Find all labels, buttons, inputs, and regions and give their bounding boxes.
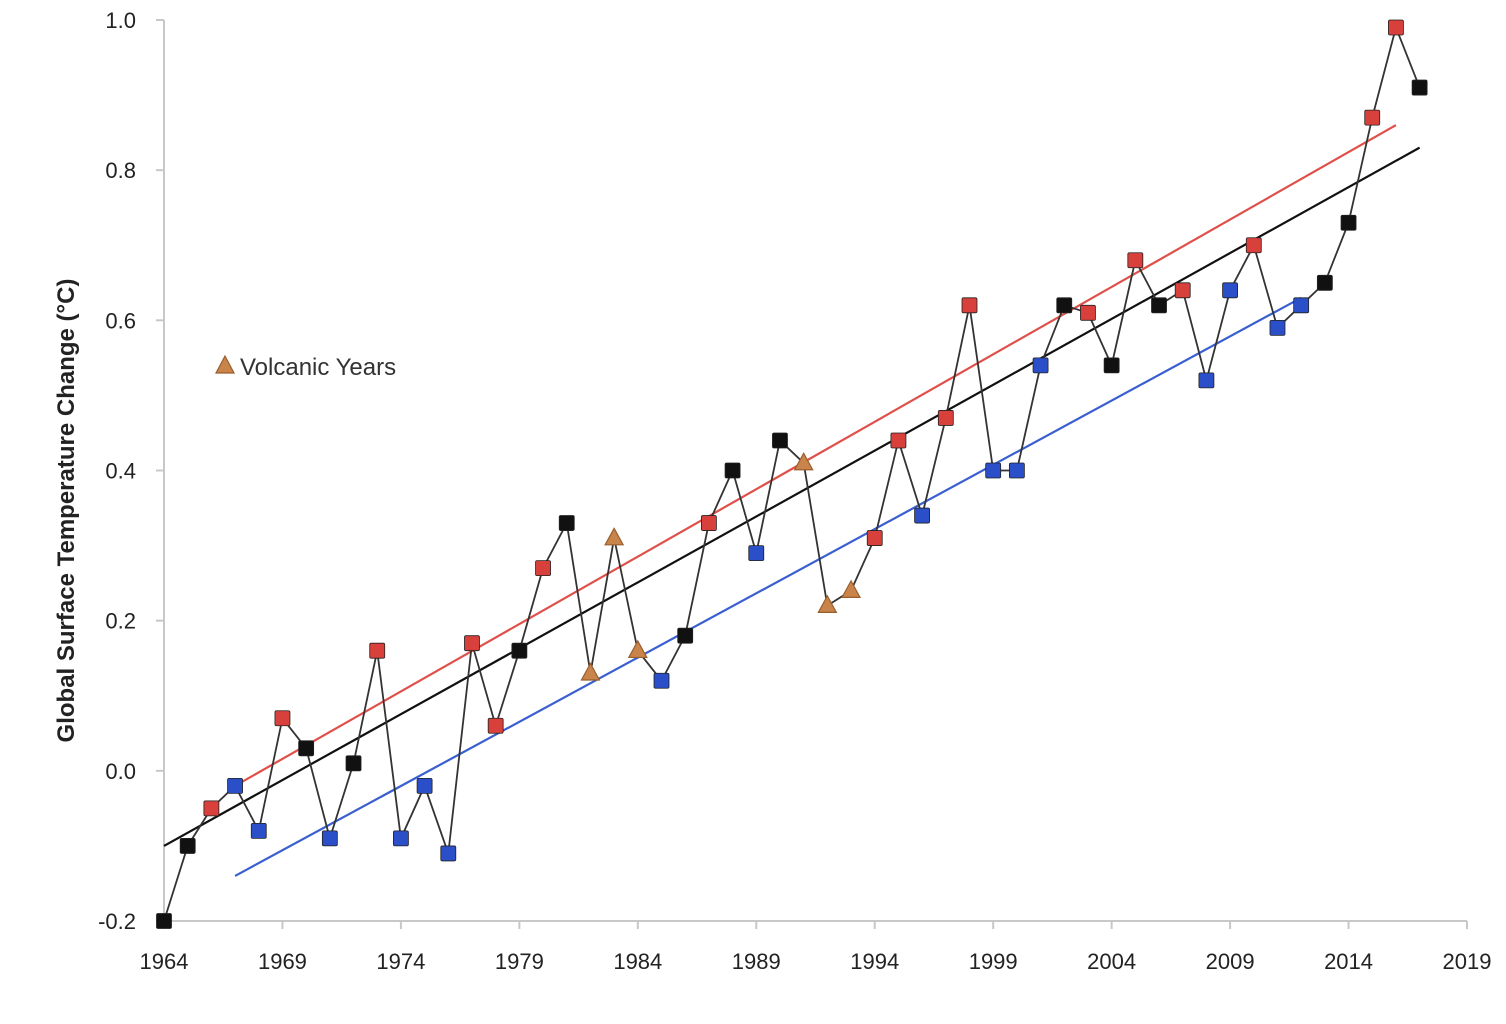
trend-line-blue	[234, 296, 1302, 877]
red-data-marker	[487, 717, 504, 734]
x-tick-label: 1969	[258, 949, 307, 974]
temperature-series-line	[163, 24, 1421, 922]
blue-data-marker	[416, 777, 433, 794]
legend: Volcanic Years	[215, 354, 396, 381]
red-data-marker	[1364, 109, 1381, 126]
blue-data-marker	[1293, 297, 1310, 314]
data-markers	[156, 19, 1428, 929]
black-data-marker	[1411, 79, 1428, 96]
x-tick-label: 1994	[850, 949, 899, 974]
red-data-marker	[1127, 252, 1144, 269]
blue-data-marker	[1198, 372, 1215, 389]
black-data-marker	[1316, 274, 1333, 291]
black-data-marker	[511, 642, 528, 659]
volcanic-year-marker	[627, 639, 648, 659]
blue-data-marker	[985, 462, 1002, 479]
blue-data-marker	[440, 845, 457, 862]
black-data-marker	[1151, 297, 1167, 314]
red-data-marker	[866, 530, 883, 546]
black-data-marker	[179, 838, 196, 854]
black-data-marker	[298, 740, 315, 757]
x-tick-label: 1989	[732, 949, 781, 974]
y-tick-label: 1.0	[105, 8, 136, 33]
x-tick-label: 2019	[1443, 949, 1492, 974]
black-data-marker	[1103, 357, 1120, 374]
volcanic-year-marker	[841, 579, 862, 598]
black-data-marker	[558, 515, 575, 531]
red-data-marker	[961, 297, 978, 314]
y-tick-label: 0.0	[105, 759, 136, 784]
black-data-marker	[1340, 214, 1357, 231]
trend-line-red	[234, 124, 1397, 787]
x-tick-label: 2009	[1206, 949, 1255, 974]
black-data-marker	[724, 462, 741, 479]
x-tick-label: 1974	[376, 949, 425, 974]
axes	[163, 20, 1467, 922]
blue-data-marker	[748, 545, 765, 561]
y-tick-label: 0.6	[105, 308, 136, 333]
red-data-marker	[1388, 19, 1404, 36]
black-data-marker	[345, 755, 362, 772]
red-data-marker	[700, 515, 717, 531]
blue-data-marker	[1222, 282, 1238, 299]
red-data-marker	[1245, 237, 1262, 254]
blue-data-marker	[321, 830, 338, 847]
series-line	[163, 24, 1421, 922]
blue-data-marker	[1032, 357, 1049, 374]
ticks: 1964 1969 1974 1979 1984 1989 1994 1999 2004 2009…	[98, 8, 1491, 974]
red-data-marker	[937, 410, 954, 426]
x-tick-label: 1979	[495, 949, 544, 974]
legend-volcanic-label: Volcanic Years	[240, 354, 396, 381]
y-axis-title: Global Surface Temperature Change (°C)	[53, 279, 80, 743]
volcanic-year-marker	[580, 662, 601, 681]
red-data-marker	[274, 710, 291, 727]
y-tick-label: 0.2	[105, 609, 136, 634]
red-data-marker	[369, 642, 386, 659]
black-data-marker	[772, 432, 788, 449]
y-tick-label: 0.8	[105, 158, 136, 183]
blue-data-marker	[227, 777, 243, 794]
y-tick-label: 0.4	[105, 459, 136, 484]
black-data-marker	[1056, 297, 1073, 314]
blue-data-marker	[393, 830, 409, 847]
red-data-marker	[1080, 304, 1096, 321]
black-data-marker	[677, 627, 694, 644]
red-data-marker	[535, 560, 551, 577]
trend-lines	[163, 124, 1421, 877]
legend-volcanic-marker	[215, 354, 235, 374]
volcanic-year-marker	[793, 451, 814, 471]
x-tick-label: 2014	[1324, 949, 1373, 974]
blue-data-marker	[1008, 462, 1025, 479]
x-tick-label: 1984	[613, 949, 662, 974]
blue-data-marker	[1269, 319, 1286, 336]
red-data-marker	[203, 800, 220, 817]
trend-line-black	[163, 146, 1421, 847]
red-data-marker	[890, 432, 907, 449]
volcanic-year-marker	[604, 527, 625, 546]
y-tick-label: -0.2	[98, 909, 136, 934]
blue-data-marker	[653, 672, 670, 689]
blue-data-marker	[250, 823, 267, 839]
x-tick-label: 1964	[140, 949, 189, 974]
red-data-marker	[464, 635, 480, 652]
x-tick-label: 2004	[1087, 949, 1136, 974]
volcanic-year-marker	[817, 594, 838, 614]
black-data-marker	[156, 913, 172, 929]
x-tick-label: 1999	[969, 949, 1018, 974]
red-data-marker	[1174, 282, 1191, 299]
blue-data-marker	[914, 507, 931, 524]
